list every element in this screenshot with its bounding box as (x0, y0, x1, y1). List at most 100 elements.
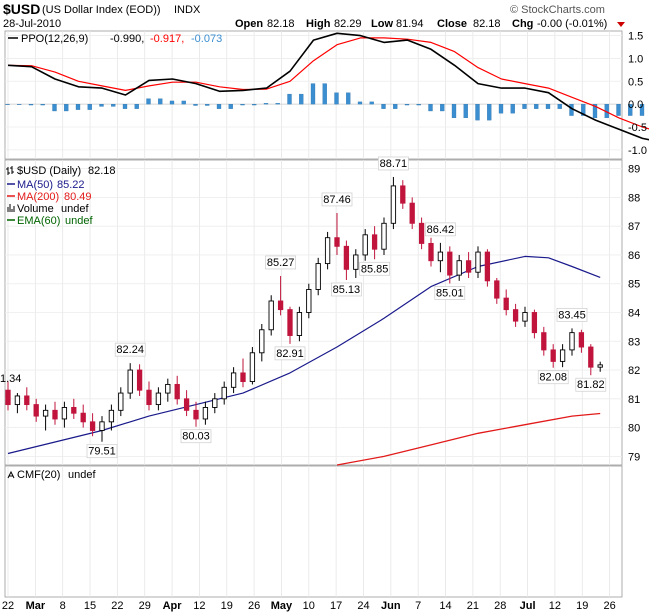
left-edge-label: 1.34 (0, 373, 21, 385)
price-annotation: 82.24 (116, 344, 144, 356)
candle-body (259, 329, 265, 354)
low-label: Low (371, 18, 393, 30)
ppo-histogram-bar (275, 103, 280, 105)
candle-body (33, 404, 39, 417)
x-tick-label: May (271, 600, 293, 612)
ppo-histogram-bar (451, 103, 457, 119)
x-tick-label: 26 (248, 600, 260, 612)
candle-body (212, 398, 218, 408)
ppo-histogram-bar (393, 103, 398, 109)
x-tick-label: 28 (494, 600, 506, 612)
ppo-histogram-bar (463, 103, 468, 119)
candle-body (136, 369, 143, 391)
price-annotation: 83.45 (558, 309, 586, 321)
price-y-tick: 80 (628, 423, 640, 435)
candle-body (24, 395, 30, 406)
ppo-histogram-bar (134, 103, 139, 109)
ppo-histogram-bar (99, 103, 104, 107)
candle-body (80, 412, 86, 423)
price-annotation: 85.13 (333, 284, 361, 296)
ppo-histogram-bar (475, 103, 480, 121)
ma50-line (7, 255, 601, 455)
candle-body (541, 332, 547, 351)
price-y-tick: 85 (628, 279, 640, 291)
candle-body (61, 407, 68, 420)
x-tick-label: 15 (84, 600, 96, 612)
price-annotation-box (114, 342, 146, 357)
price-y-tick: 88 (628, 192, 640, 204)
candle-body (559, 349, 566, 362)
ppo-y-tick: 0.0 (628, 99, 643, 111)
ppo-histogram-bar (193, 103, 198, 106)
candle-body (249, 352, 256, 383)
index-name: (US Dollar Index (EOD)) (42, 4, 161, 16)
price-annotation-box (434, 286, 466, 300)
down-arrow-icon (617, 22, 625, 27)
ppo-histogram-bar (64, 103, 69, 112)
ppo-histogram-bar (498, 103, 504, 114)
ppo-histogram-bar (228, 103, 233, 109)
ppo-histogram-bar (181, 100, 186, 105)
watermark: © StockCharts.com (510, 4, 605, 16)
chg-label: Chg (512, 18, 533, 30)
axes: 22 Mar 8 15 22 29 Apr 12 19 26 May 10 17 24 Jun 7 14 21 28… (2, 31, 647, 612)
ppo-histogram-bar (416, 103, 421, 106)
cmf-legend: CMF(20) undef (7, 469, 96, 481)
price-annotation: 81.82 (577, 379, 605, 391)
candle-body (183, 398, 190, 411)
x-tick-label: 7 (415, 600, 421, 612)
ppo-histogram-bar (557, 103, 562, 109)
x-tick-label: 19 (576, 600, 588, 612)
candle-body (550, 349, 556, 362)
cmf-legend-value: undef (68, 469, 96, 481)
ppo-histogram-bar (545, 103, 551, 109)
x-tick-label: 14 (439, 600, 451, 612)
candle-body (465, 260, 472, 273)
ppo-histogram-bar (592, 103, 598, 119)
ppo-histogram-bar (158, 98, 163, 105)
candle-body (371, 234, 378, 250)
price-y-tick: 82 (628, 365, 640, 377)
candle-body (108, 409, 115, 423)
ppo-histogram-bar (287, 93, 292, 105)
ppo-legend: PPO(12,26,9) -0.990, -0.917, -0.073 (8, 33, 222, 45)
ppo-histogram-bar (581, 103, 586, 116)
ppo-panel-frame (4, 30, 623, 160)
price-annotation-box (556, 307, 588, 322)
ppo-histogram-bar (299, 93, 304, 105)
close-label: Close (437, 18, 467, 30)
candle-body (5, 389, 11, 406)
price-annotation-box (86, 444, 118, 459)
volume-legend-icon (7, 204, 15, 212)
legend-volume-value: undef (61, 203, 89, 215)
candle-body (597, 364, 603, 368)
candle-body (353, 254, 359, 270)
price-annotation: 87.46 (323, 194, 351, 206)
candle-body (240, 372, 246, 383)
x-tick-label: Mar (26, 600, 46, 612)
price-annotation: 79.51 (88, 446, 116, 458)
ppo-histogram-bar (75, 103, 81, 110)
ppo-histogram-bar (216, 103, 222, 109)
price-annotation-box (537, 370, 569, 385)
ppo-line (7, 32, 649, 141)
signal-legend-value: -0.917, (150, 33, 184, 45)
candle-body (174, 383, 180, 400)
ppo-histogram-bar (40, 103, 45, 106)
ppo-legend-label: PPO(12,26,9) (21, 33, 88, 45)
ppo-histogram-bar (487, 103, 492, 121)
price-legend: $USD (Daily) 82.18 MA(50) 85.22 MA(200) … (6, 165, 116, 227)
candle-body (146, 389, 152, 406)
close-value: 82.18 (473, 18, 501, 30)
price-y-tick: 81 (628, 394, 640, 406)
candle-body (52, 409, 58, 420)
candle-body (343, 245, 350, 270)
x-tick-label: 29 (139, 600, 151, 612)
candle-body (475, 251, 481, 273)
legend-ema60-value: undef (65, 215, 93, 227)
price-y-tick: 83 (628, 336, 640, 348)
cmf-legend-icon (7, 470, 15, 479)
legend-ma200-label: MA(200) (17, 191, 59, 203)
price-annotation-box (331, 282, 362, 297)
price-y-tick: 87 (628, 221, 640, 233)
